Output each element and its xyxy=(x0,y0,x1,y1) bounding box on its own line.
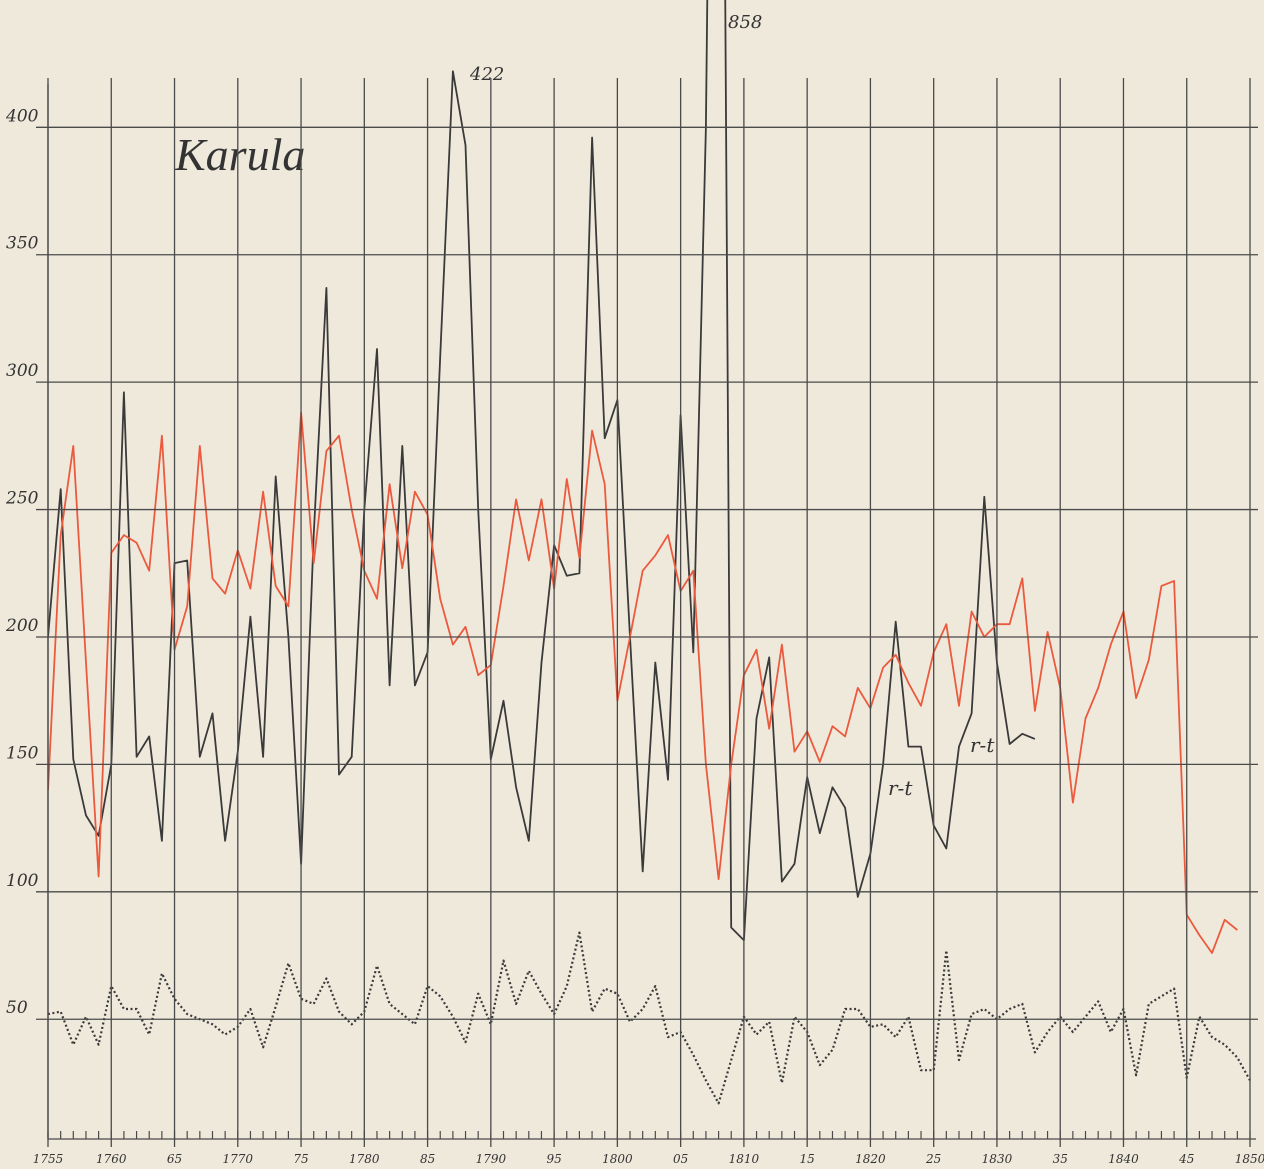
x-tick-label: 25 xyxy=(925,1152,941,1166)
x-tick-label: 1810 xyxy=(729,1152,760,1166)
x-tick-label: 1830 xyxy=(982,1152,1013,1166)
x-tick-label: 1800 xyxy=(602,1152,633,1166)
annotation: 858 xyxy=(728,12,762,33)
chart-title: Karula xyxy=(174,129,305,180)
x-tick-label: 1770 xyxy=(223,1152,254,1166)
y-tick-label: 300 xyxy=(6,361,39,381)
data-line xyxy=(48,411,1238,954)
x-tick-label: 1780 xyxy=(349,1152,380,1166)
x-tick-label: 65 xyxy=(167,1152,182,1166)
x-tick-label: 1760 xyxy=(96,1152,127,1166)
y-tick-label: 150 xyxy=(6,743,39,763)
x-tick-label: 35 xyxy=(1053,1152,1068,1166)
x-tick-label: 1820 xyxy=(855,1152,886,1166)
x-tick-label: 1850 xyxy=(1235,1152,1264,1166)
annotation: r-t xyxy=(970,733,995,757)
y-tick-label: 100 xyxy=(6,871,39,891)
x-tick-label: 45 xyxy=(1178,1152,1194,1166)
x-tick-label: 05 xyxy=(673,1152,688,1166)
y-tick-label: 50 xyxy=(6,998,28,1018)
x-tick-label: 1755 xyxy=(33,1152,64,1166)
y-tick-label: 250 xyxy=(5,489,39,509)
annotation: 422 xyxy=(469,64,504,85)
x-tick-label: 95 xyxy=(546,1152,561,1166)
x-tick-label: 1840 xyxy=(1108,1152,1139,1166)
y-tick-label: 400 xyxy=(5,106,39,126)
x-tick-label: 1790 xyxy=(476,1152,507,1166)
y-tick-label: 200 xyxy=(5,616,39,636)
y-tick-label: 350 xyxy=(6,234,39,254)
x-tick-label: 75 xyxy=(293,1152,308,1166)
data-line xyxy=(48,931,1251,1105)
x-tick-label: 15 xyxy=(800,1152,815,1166)
annotation: r-t xyxy=(888,776,913,800)
x-tick-label: 85 xyxy=(420,1152,435,1166)
